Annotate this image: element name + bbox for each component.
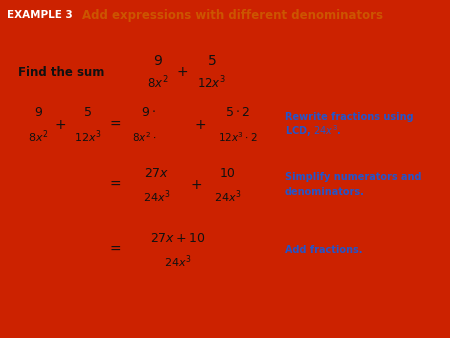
Text: 9: 9 <box>153 54 162 68</box>
Text: $3x$: $3x$ <box>158 106 176 120</box>
Text: $12x^3 \cdot 2$: $12x^3 \cdot 2$ <box>218 130 258 144</box>
Text: +: + <box>176 65 188 79</box>
Text: $27x + 10$: $27x + 10$ <box>150 232 206 244</box>
Text: $12x^3$: $12x^3$ <box>74 129 102 145</box>
Text: $12x^3$: $12x^3$ <box>198 75 226 91</box>
Text: $9 \cdot$: $9 \cdot$ <box>141 106 156 120</box>
FancyBboxPatch shape <box>0 0 450 32</box>
Text: $5 \cdot 2$: $5 \cdot 2$ <box>225 106 251 120</box>
Text: =: = <box>109 178 121 192</box>
Text: Rewrite fractions using: Rewrite fractions using <box>285 112 414 122</box>
Text: $8x^2$: $8x^2$ <box>28 129 48 145</box>
Text: $27x$: $27x$ <box>144 167 170 179</box>
Text: =: = <box>109 118 121 132</box>
Text: Simplify numerators and: Simplify numerators and <box>285 172 422 182</box>
Text: 5: 5 <box>207 54 216 68</box>
Text: +: + <box>194 118 206 132</box>
Text: $24x^3$: $24x^3$ <box>143 189 171 205</box>
FancyBboxPatch shape <box>0 320 450 338</box>
Text: $8x^2$: $8x^2$ <box>147 75 169 91</box>
Text: 5: 5 <box>84 106 92 120</box>
Text: Add expressions with different denominators: Add expressions with different denominat… <box>82 8 383 22</box>
Text: EXAMPLE 3: EXAMPLE 3 <box>7 10 73 20</box>
Text: $24x^3$: $24x^3$ <box>164 254 192 270</box>
Text: =: = <box>109 243 121 257</box>
Text: denominators.: denominators. <box>285 187 365 197</box>
Text: LCD, $24x^3$.: LCD, $24x^3$. <box>285 123 342 139</box>
Text: 10: 10 <box>220 167 236 179</box>
Text: 9: 9 <box>34 106 42 120</box>
Text: $8x^2 \cdot$: $8x^2 \cdot$ <box>132 130 156 144</box>
Text: Find the sum: Find the sum <box>18 66 104 78</box>
Text: +: + <box>54 118 66 132</box>
Text: Add fractions.: Add fractions. <box>285 245 363 255</box>
Text: $24x^3$: $24x^3$ <box>214 189 242 205</box>
Text: $3x$: $3x$ <box>158 131 173 143</box>
Text: +: + <box>190 178 202 192</box>
